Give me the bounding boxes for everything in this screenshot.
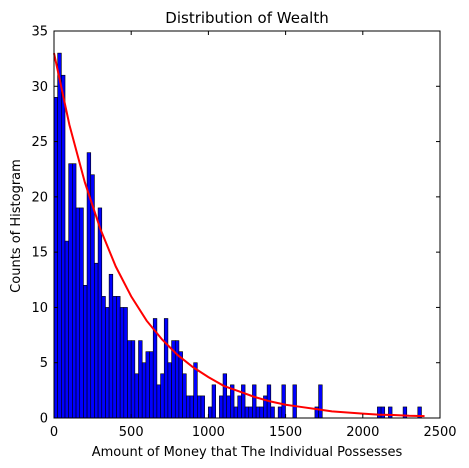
histogram-bar: [241, 384, 246, 419]
histogram-bar: [377, 406, 382, 419]
histogram-bar: [193, 362, 198, 419]
histogram-bar: [105, 307, 110, 419]
histogram-bar: [94, 262, 99, 419]
x-tick-label: 0: [50, 425, 58, 440]
histogram-bar: [64, 240, 69, 419]
histogram-bar: [248, 406, 253, 419]
histogram-bar: [127, 340, 132, 419]
histogram-bar: [156, 384, 161, 419]
y-tick-label: 25: [31, 135, 48, 150]
histogram-bar: [277, 406, 283, 419]
histogram-bar: [83, 285, 88, 419]
x-axis-title: Amount of Money that The Individual Poss…: [92, 445, 403, 460]
plot-frame: [53, 30, 441, 419]
y-axis-ticks: 0 5 10 15 20 25 30 35: [31, 25, 440, 427]
histogram-bar: [68, 163, 73, 419]
histogram-bar: [119, 307, 125, 419]
histogram-bar: [200, 395, 205, 419]
y-tick-label: 15: [31, 246, 48, 261]
histogram-bar: [244, 406, 250, 419]
histogram-bar: [160, 373, 165, 419]
histogram-bar: [270, 406, 275, 419]
histogram-bar: [222, 373, 228, 419]
histogram-bar: [112, 296, 117, 419]
y-tick-label: 20: [31, 190, 48, 205]
histogram-bar: [75, 207, 81, 419]
histogram-bar: [281, 384, 286, 419]
histogram-bar: [233, 406, 239, 419]
histogram-bar: [259, 406, 264, 419]
histogram-bar: [130, 340, 136, 419]
histogram-bars: [53, 52, 422, 419]
histogram-bar: [318, 384, 323, 419]
y-tick-label: 5: [40, 356, 48, 371]
histogram-bar: [79, 207, 84, 419]
histogram-bar: [97, 207, 103, 419]
histogram-bar: [182, 373, 187, 419]
y-tick-label: 30: [31, 80, 48, 95]
x-axis-ticks: 0 500 1000 1500 2000 2500: [50, 31, 457, 440]
x-tick-label: 1500: [269, 425, 302, 440]
histogram-bar: [101, 296, 106, 419]
histogram-bar: [211, 384, 216, 419]
histogram-bar: [72, 163, 77, 419]
histogram-bar: [61, 74, 66, 419]
histogram-bar: [219, 395, 224, 419]
histogram-bar: [57, 52, 62, 419]
histogram-bar: [255, 406, 261, 419]
y-tick-label: 0: [40, 412, 48, 427]
histogram-bar: [141, 362, 147, 419]
histogram-bar: [116, 296, 121, 419]
histogram-bar: [292, 384, 297, 419]
x-tick-label: 1000: [192, 425, 225, 440]
histogram-bar: [380, 406, 386, 419]
fit-curve: [53, 52, 425, 418]
histogram-bar: [189, 395, 194, 419]
histogram-bar: [252, 384, 257, 419]
histogram-bar: [197, 395, 202, 419]
histogram-bar: [167, 362, 172, 419]
histogram-bar: [134, 373, 139, 419]
histogram-bar: [226, 395, 231, 419]
histogram-bar: [163, 318, 169, 419]
x-tick-label: 500: [119, 425, 144, 440]
histogram-bar: [185, 395, 191, 419]
chart-title: Distribution of Wealth: [165, 9, 328, 27]
histogram-bar: [123, 307, 128, 419]
x-tick-label: 2000: [346, 425, 379, 440]
histogram-bar: [149, 351, 154, 419]
histogram-bar: [145, 351, 150, 419]
histogram-bar: [53, 97, 58, 419]
y-tick-label: 35: [31, 25, 48, 40]
histogram-bar: [178, 351, 183, 419]
histogram-bar: [388, 406, 393, 419]
histogram-bar: [237, 395, 242, 419]
y-axis-title: Counts of Histogram: [9, 159, 24, 293]
histogram-bar: [108, 273, 114, 419]
histogram-bar: [138, 340, 143, 419]
x-tick-label: 2500: [423, 425, 456, 440]
y-tick-label: 10: [31, 301, 48, 316]
